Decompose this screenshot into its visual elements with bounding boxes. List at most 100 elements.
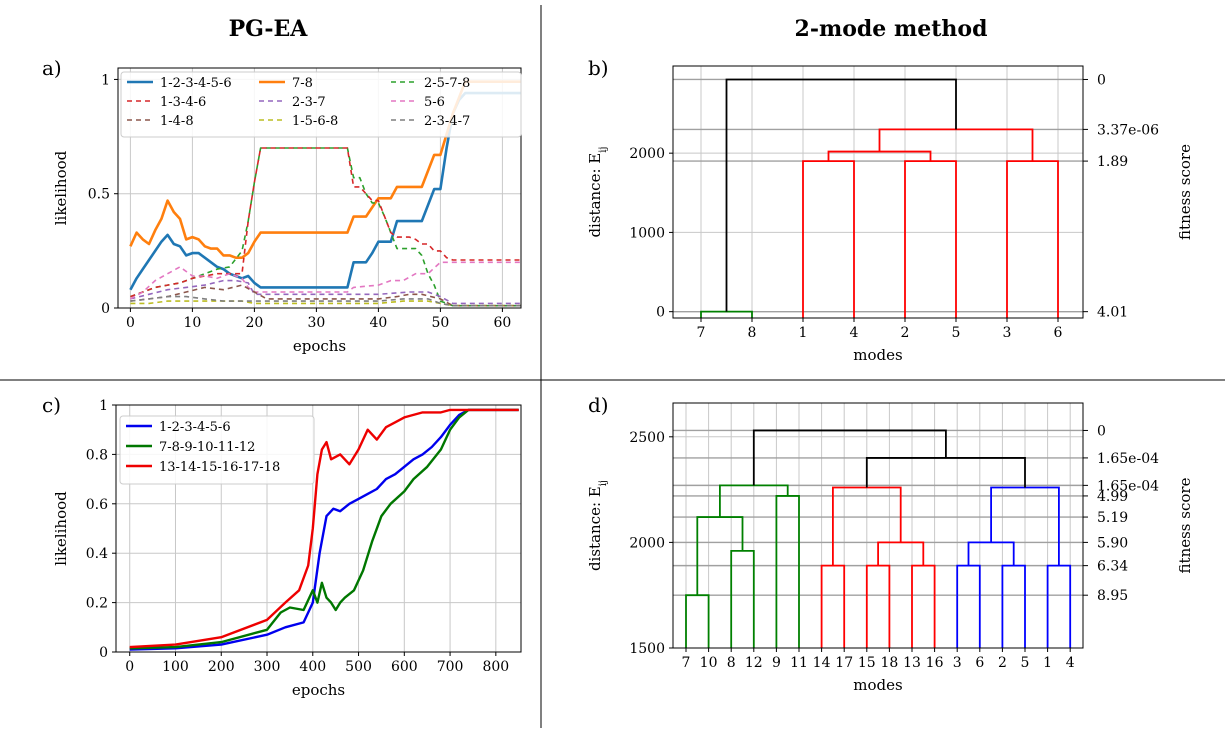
x-tick-label: 60: [493, 315, 511, 331]
x-tick-label: 800: [482, 659, 509, 675]
panel-d-dendrogram: d)7 10 8 12 9 11 14 17 15 18 13 16 3 6 2 5 1 415002000250…: [586, 393, 1194, 694]
y-tick-label: 1000: [629, 225, 665, 241]
fitness-score-label: 5.90: [1097, 535, 1128, 551]
dendrogram-link: [990, 486, 1060, 566]
legend-entry: 1-5-6-8: [292, 114, 338, 129]
fitness-score-label: 6.34: [1097, 559, 1128, 575]
y-tick-label: 2000: [629, 146, 665, 162]
dendrogram-link: [775, 495, 800, 648]
panel-label: b): [588, 56, 609, 80]
left-column-title: PG-EA: [229, 16, 309, 42]
dendrogram-link: [685, 594, 710, 648]
fitness-score-label: 0: [1097, 423, 1106, 439]
y-tick-label: 0: [101, 301, 110, 317]
series-line: [130, 147, 521, 298]
series-line: [129, 80, 521, 260]
legend-entry: 5-6: [424, 95, 445, 110]
panel-b-dendrogram: b) 7 8 1 4 2 5 3 6 0 1000 2000 0 3.37e-06 1.89 4.01 mode…: [586, 56, 1194, 364]
panel-label: c): [42, 393, 61, 417]
legend-entry: 1-3-4-6: [160, 95, 206, 110]
panel-c-likelihood-chart: c) 0 100 200 300 400 500 600 700 800 0 0.2 0.4 0.6 0.8…: [42, 393, 522, 699]
series-line: [129, 408, 519, 650]
series-line: [130, 284, 521, 307]
fitness-score-label: 1.89: [1097, 154, 1128, 170]
x-tick-label: 200: [208, 659, 235, 675]
x-tick-label: 40: [369, 315, 387, 331]
y-tick-label: 0: [656, 305, 665, 321]
y-tick-label: 0: [99, 645, 108, 661]
y-axis-label: distance: Eij: [586, 480, 609, 571]
fitness-score-label: 5.19: [1097, 510, 1128, 526]
y-tick-label: 1: [101, 72, 110, 88]
leaf-label: 13: [903, 655, 921, 671]
dendrogram-link: [956, 564, 981, 648]
series-line: [130, 279, 521, 305]
dendrogram-link: [700, 310, 753, 318]
legend-entry: 2-3-4-7: [424, 114, 470, 129]
leaf-label: 1: [1043, 655, 1052, 671]
series-line: [130, 147, 521, 307]
dendrogram-link: [904, 160, 957, 318]
leaf-label: 6: [975, 655, 984, 671]
leaf-label: 7: [697, 325, 706, 341]
x-axis-label: epochs: [292, 681, 345, 699]
right-column-title: 2-mode method: [795, 16, 988, 42]
x-tick-label: 700: [437, 659, 464, 675]
y-tick-label: 0.4: [86, 546, 108, 562]
x-tick-label: 300: [254, 659, 281, 675]
y-axis-label: distance: Eij: [586, 146, 609, 237]
legend-box: [120, 71, 522, 138]
legend-entry: 7-8: [292, 76, 313, 91]
legend-entry: 1-2-3-4-5-6: [159, 420, 231, 435]
x-axis-label: modes: [853, 676, 902, 694]
dendrogram-link: [832, 486, 902, 566]
leaf-label: 1: [799, 325, 808, 341]
y-tick-label: 0.8: [86, 447, 108, 463]
panel-a-likelihood-chart: a) 0 10 20 30 40 50 60 0 0.5 1 epochs likelihood 1-2-…: [42, 56, 522, 355]
leaf-label: 11: [790, 655, 808, 671]
plot-frame: [117, 67, 522, 309]
legend-entry: 1-2-3-4-5-6: [160, 76, 232, 91]
dendrogram-link: [1046, 564, 1072, 648]
leaf-label: 5: [1021, 655, 1030, 671]
x-tick-label: 20: [245, 315, 263, 331]
panel-label: d): [588, 393, 609, 417]
leaf-label: 8: [727, 655, 736, 671]
dendrogram-link: [725, 78, 957, 312]
y-tick-label: 1500: [629, 641, 665, 657]
leaf-label: 5: [952, 325, 961, 341]
leaf-label: 17: [835, 655, 853, 671]
dendrogram-link: [730, 549, 755, 648]
leaf-label: 2: [901, 325, 910, 341]
x-tick-label: 30: [307, 315, 325, 331]
plot-frame: [672, 65, 1084, 319]
fitness-score-label: 1.65e-04: [1097, 478, 1159, 494]
fitness-score-label: 1.65e-04: [1097, 451, 1159, 467]
dendrogram-link: [802, 160, 855, 318]
dendrogram-link: [911, 564, 936, 648]
fitness-score-label: 3.37e-06: [1097, 122, 1159, 138]
leaf-label: 9: [772, 655, 781, 671]
x-tick-label: 10: [183, 315, 201, 331]
leaf-label: 8: [748, 325, 757, 341]
leaf-label: 6: [1054, 325, 1063, 341]
leaf-label: 7: [682, 655, 691, 671]
fitness-score-label: 4.99: [1097, 489, 1128, 505]
x-tick-label: 600: [391, 659, 418, 675]
leaf-label: 14: [813, 655, 831, 671]
dendrogram-link: [1001, 564, 1026, 648]
y-axis-label: likelihood: [52, 491, 70, 566]
dendrogram-link: [827, 150, 932, 162]
y-tick-label: 1: [99, 398, 108, 414]
x-tick-label: 500: [345, 659, 372, 675]
fitness-score-label: 4.01: [1097, 305, 1128, 321]
series-line: [130, 261, 521, 300]
series-line: [129, 408, 519, 649]
dendrogram-link: [865, 457, 1026, 488]
leaf-label: 3: [1003, 325, 1012, 341]
x-tick-label: 0: [125, 659, 134, 675]
dendrogram-link: [967, 541, 1015, 566]
legend-entry: 2-3-7: [292, 95, 326, 110]
dendrogram-link: [877, 541, 925, 566]
